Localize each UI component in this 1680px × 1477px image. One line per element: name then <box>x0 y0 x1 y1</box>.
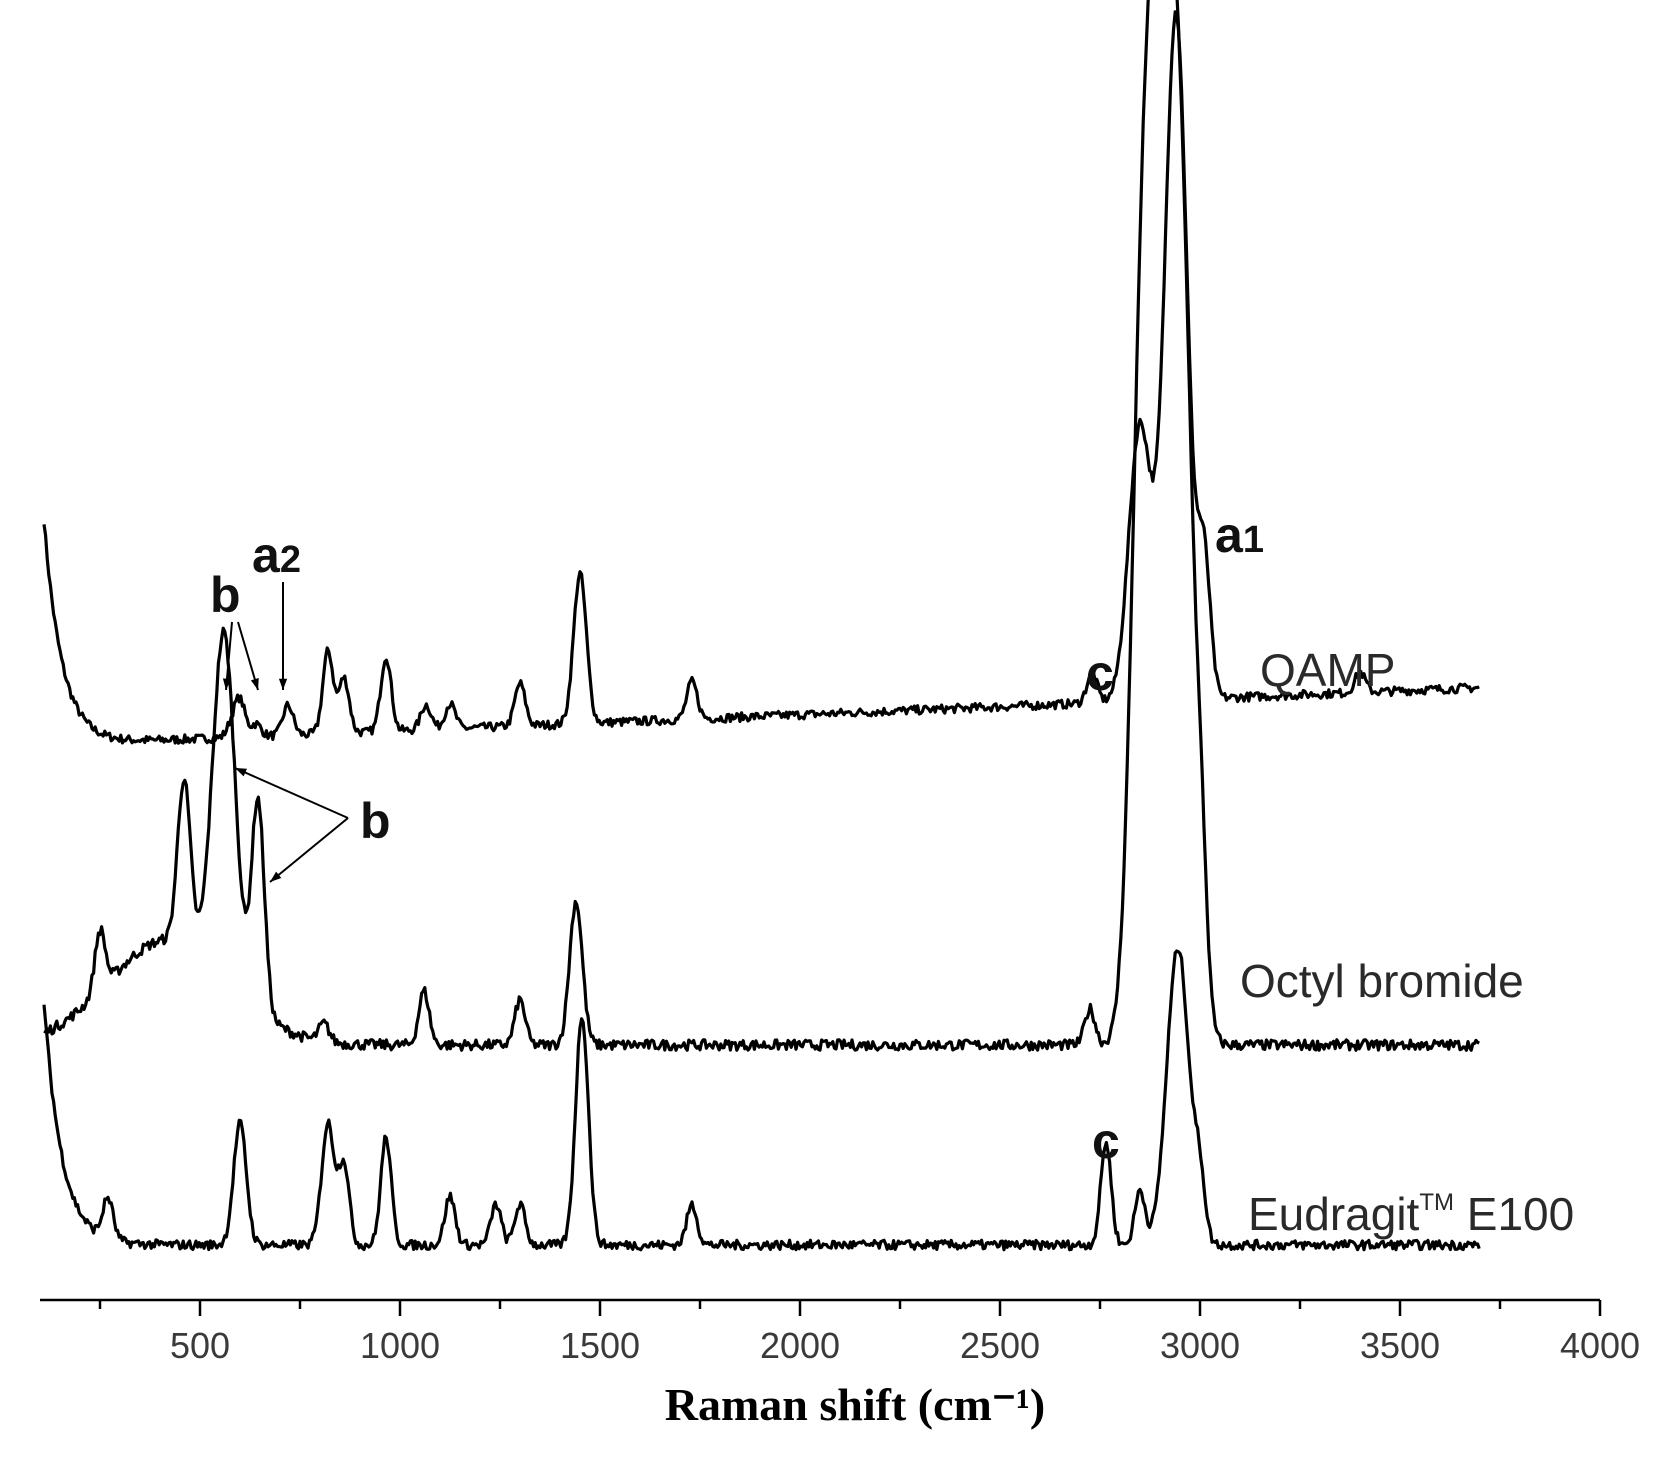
spectrum-line-2 <box>42 949 1481 1252</box>
x-tick-label: 3500 <box>1360 1325 1440 1366</box>
annotation-arrowhead <box>278 678 288 690</box>
annotation-arrowhead <box>222 678 232 690</box>
annotation-arrowhead <box>250 678 259 690</box>
x-tick-label: 500 <box>170 1325 230 1366</box>
peak-annotation-b: b <box>360 793 391 849</box>
peak-annotation-b: b <box>210 567 241 623</box>
x-axis-ticks: 500 1000 1500 2000 2500 3000 3500 4000 <box>98 1300 1640 1366</box>
peak-annotation-c: c <box>1092 1113 1120 1169</box>
annotation-arrow <box>225 621 233 691</box>
x-tick-label: 1500 <box>560 1325 640 1366</box>
annotation-arrow <box>234 767 349 819</box>
x-tick-label: 4000 <box>1560 1325 1640 1366</box>
series-label: QAMP <box>1260 644 1395 696</box>
series-label: EudragitTM E100 <box>1248 1188 1574 1240</box>
x-tick-label: 1000 <box>360 1325 440 1366</box>
series-label: Octyl bromide <box>1240 955 1524 1007</box>
x-tick-label: 3000 <box>1160 1325 1240 1366</box>
spectrum-traces <box>42 0 1481 1252</box>
peak-annotation-a2: a2 <box>252 527 301 583</box>
x-tick-label: 2500 <box>960 1325 1040 1366</box>
x-tick-label: 2000 <box>760 1325 840 1366</box>
peak-annotation-a1: a1 <box>1215 507 1264 563</box>
series-labels: QAMP Octyl bromide EudragitTM E100 <box>1240 644 1574 1240</box>
x-axis: 500 1000 1500 2000 2500 3000 3500 4000 <box>40 1298 1640 1366</box>
annotation-arrowhead <box>235 768 247 777</box>
spectrum-line-0 <box>42 10 1480 745</box>
peak-annotation-c: c <box>1086 645 1114 701</box>
annotation-arrow <box>237 621 259 691</box>
annotation-arrowhead <box>270 871 282 882</box>
annotation-arrow <box>269 817 349 883</box>
x-axis-label: Raman shift (cm⁻¹) <box>665 1379 1045 1430</box>
spectrum-line-1 <box>43 0 1480 1052</box>
